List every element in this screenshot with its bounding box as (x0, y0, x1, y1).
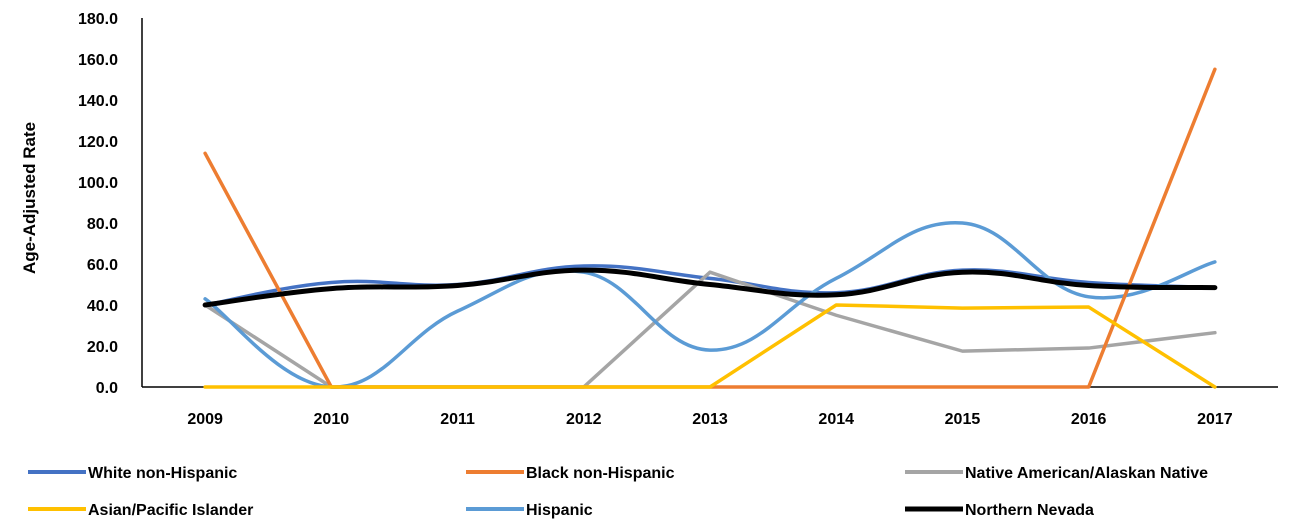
legend-label: Northern Nevada (965, 502, 1094, 519)
x-tick-label: 2014 (818, 411, 854, 428)
series-line-hispanic (203, 221, 1217, 389)
legend-item-native-american-alaskan-native: Native American/Alaskan Native (905, 465, 1208, 482)
x-tick-label: 2010 (314, 411, 350, 428)
y-axis-title: Age-Adjusted Rate (20, 122, 39, 274)
series-lines (202, 67, 1218, 389)
y-tick-label: 0.0 (96, 380, 118, 397)
y-tick-label: 140.0 (78, 93, 118, 110)
x-tick-labels: 2009 2010 2011 2012 2013 2014 2015 2016 2017 (187, 411, 1232, 428)
x-tick-label: 2016 (1071, 411, 1107, 428)
legend-item-asian-pacific-islander: Asian/Pacific Islander (28, 502, 253, 519)
legend-item-hispanic: Hispanic (466, 502, 593, 519)
y-tick-label: 60.0 (87, 257, 118, 274)
y-tick-label: 160.0 (78, 52, 118, 69)
y-tick-label: 120.0 (78, 134, 118, 151)
y-tick-label: 80.0 (87, 216, 118, 233)
legend-label: Native American/Alaskan Native (965, 465, 1208, 482)
y-tick-label: 180.0 (78, 11, 118, 28)
y-tick-label: 40.0 (87, 298, 118, 315)
series-line-asian-pacific-islander (203, 303, 1217, 389)
legend-label: White non-Hispanic (88, 465, 237, 482)
axes (141, 18, 1278, 388)
legend: White non-Hispanic Black non-Hispanic Nati… (28, 465, 1208, 519)
series-line-northern-nevada (202, 267, 1218, 308)
x-tick-label: 2013 (692, 411, 728, 428)
x-tick-label: 2015 (945, 411, 981, 428)
x-tick-label: 2011 (440, 411, 475, 428)
series-line-black-non-hispanic (203, 67, 1217, 389)
legend-item-white-non-hispanic: White non-Hispanic (28, 465, 237, 482)
x-tick-label: 2012 (566, 411, 602, 428)
y-tick-label: 20.0 (87, 339, 118, 356)
legend-item-black-non-hispanic: Black non-Hispanic (466, 465, 675, 482)
y-tick-labels: 0.0 20.0 40.0 60.0 80.0 100.0 120.0 140.0 160.0 1… (78, 11, 118, 397)
legend-label: Asian/Pacific Islander (88, 502, 253, 519)
legend-item-northern-nevada: Northern Nevada (905, 502, 1094, 519)
legend-label: Black non-Hispanic (526, 465, 675, 482)
x-tick-label: 2017 (1197, 411, 1233, 428)
x-tick-label: 2009 (187, 411, 223, 428)
y-tick-label: 100.0 (78, 175, 118, 192)
legend-label: Hispanic (526, 502, 593, 519)
